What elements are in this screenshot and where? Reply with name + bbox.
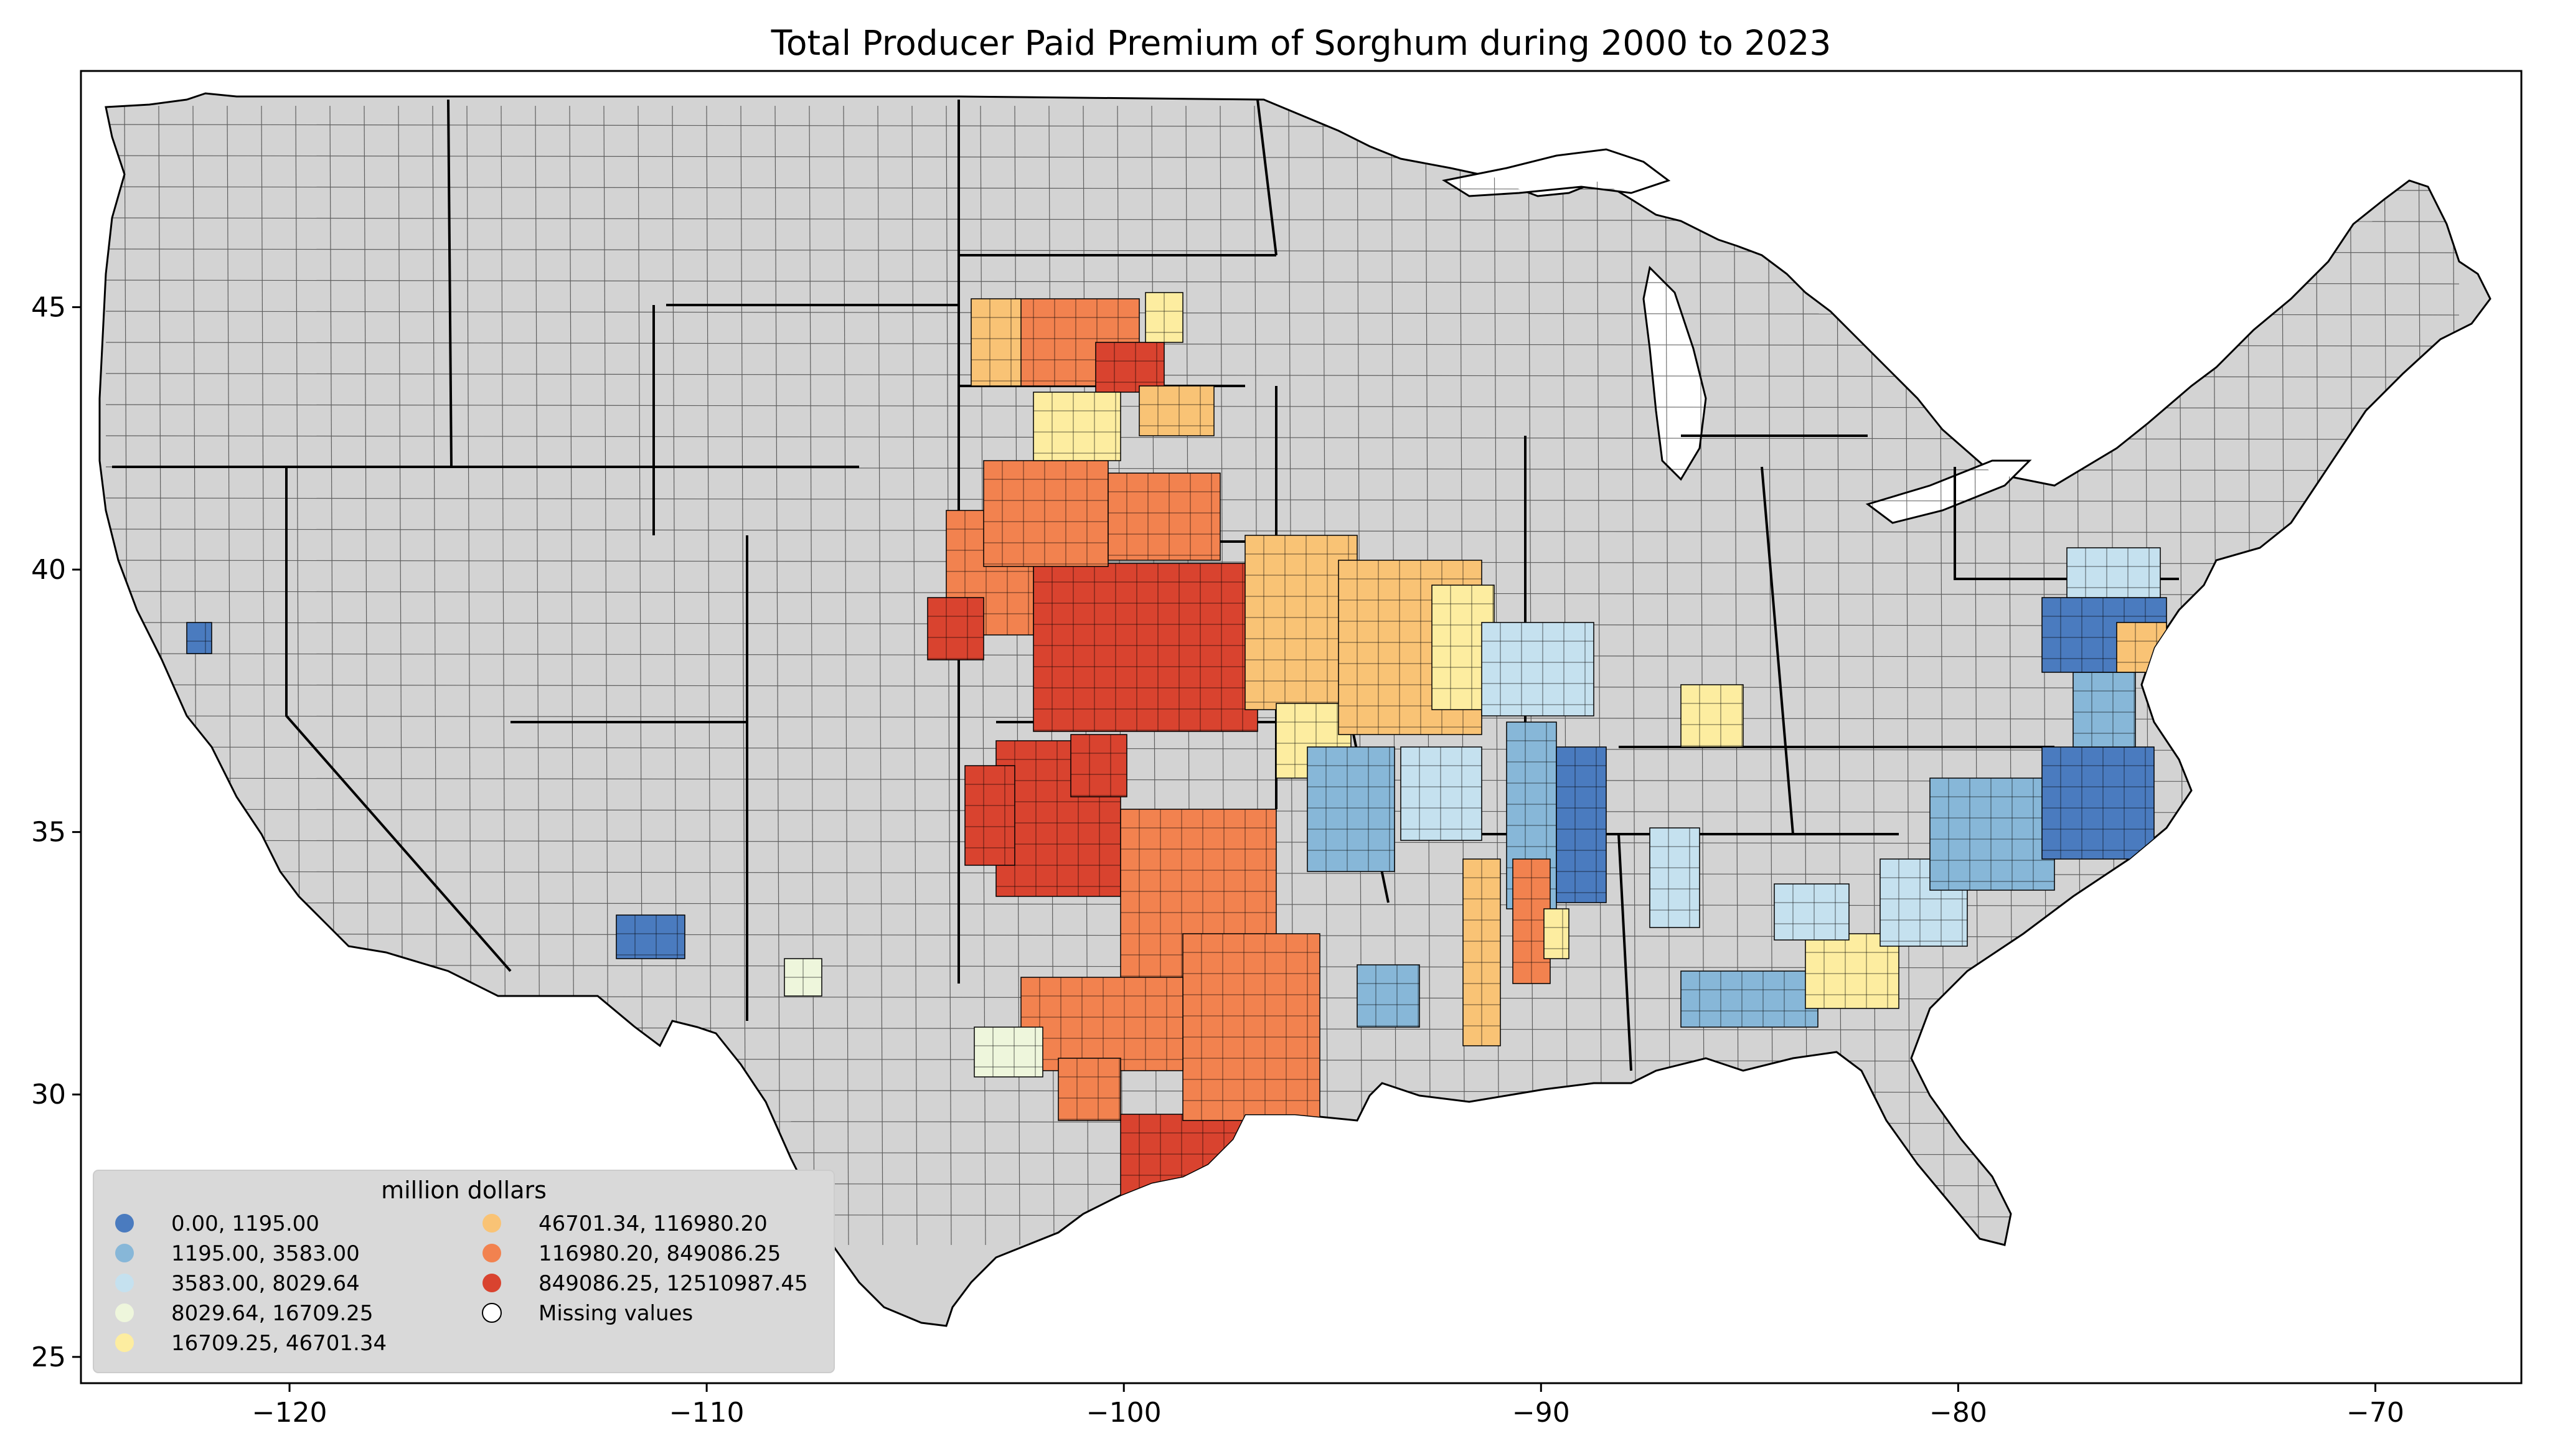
county-cluster — [1020, 977, 1183, 1071]
county-cluster — [1680, 684, 1744, 748]
county-cluster — [2072, 672, 2136, 748]
legend-title: million dollars — [381, 1177, 547, 1204]
county-cluster — [1058, 1058, 1121, 1121]
county-cluster — [2041, 746, 2155, 860]
x-tick-label: −80 — [1929, 1397, 1987, 1429]
county-cluster — [1307, 746, 1395, 872]
y-tick-label: 25 — [31, 1341, 66, 1373]
x-tick-label: −110 — [669, 1397, 745, 1429]
county-cluster — [1070, 734, 1127, 797]
legend-marker — [482, 1244, 501, 1262]
county-cluster — [971, 298, 1022, 387]
county-cluster — [2066, 547, 2161, 598]
county-cluster — [1649, 827, 1700, 928]
county-cluster — [1400, 746, 1482, 841]
county-fill-layer — [186, 292, 2167, 1314]
plot-frame — [80, 70, 2523, 1384]
county-cluster — [974, 1026, 1043, 1078]
county-cluster — [1139, 385, 1215, 436]
county-cluster — [1357, 964, 1420, 1028]
legend-marker — [482, 1303, 502, 1323]
county-cluster — [964, 765, 1015, 866]
y-tick-label: 35 — [31, 817, 66, 848]
x-tick-label: −90 — [1512, 1397, 1570, 1429]
legend-marker — [115, 1333, 134, 1352]
legend-label: 3583.00, 8029.64 — [171, 1271, 360, 1296]
county-cluster — [1680, 970, 1818, 1028]
county-cluster — [1774, 883, 1850, 941]
legend-label: 0.00, 1195.00 — [171, 1211, 319, 1236]
y-tick-label: 30 — [31, 1079, 66, 1111]
x-tick-label: −100 — [1086, 1397, 1162, 1429]
county-cluster — [927, 597, 984, 660]
legend-label: 1195.00, 3583.00 — [171, 1241, 360, 1266]
county-cluster — [1481, 622, 1594, 716]
county-cluster — [1182, 933, 1320, 1121]
legend-label: 849086.25, 12510987.45 — [539, 1271, 808, 1296]
county-cluster — [616, 914, 685, 959]
county-cluster — [1095, 342, 1165, 393]
county-cluster — [1033, 563, 1258, 732]
y-tick-label: 40 — [31, 554, 66, 586]
legend-label: 116980.20, 849086.25 — [539, 1241, 781, 1266]
x-tick-label: −120 — [252, 1397, 327, 1429]
county-cluster — [983, 460, 1109, 567]
legend-label: 46701.34, 116980.20 — [539, 1211, 768, 1236]
county-cluster — [186, 622, 212, 654]
legend-marker — [115, 1303, 134, 1322]
county-cluster — [1033, 392, 1121, 461]
legend-marker — [482, 1214, 501, 1233]
county-cluster — [1108, 472, 1221, 561]
legend-label: Missing values — [539, 1301, 693, 1326]
y-tick-label: 45 — [31, 291, 66, 323]
lake-superior — [1442, 148, 1671, 197]
legend-marker — [115, 1274, 134, 1292]
legend-label: 16709.25, 46701.34 — [171, 1331, 387, 1356]
legend-marker — [115, 1244, 134, 1262]
county-cluster — [1543, 908, 1569, 959]
legend-marker — [482, 1274, 501, 1292]
lake-michigan — [1642, 265, 1707, 481]
legend-box — [93, 1170, 835, 1373]
county-cluster — [1556, 746, 1607, 903]
legend-marker — [115, 1214, 134, 1233]
x-tick-label: −70 — [2346, 1397, 2404, 1429]
chart-title: Total Producer Paid Premium of Sorghum d… — [771, 23, 1832, 63]
legend-label: 8029.64, 16709.25 — [171, 1301, 373, 1326]
lake-erie — [1865, 459, 2032, 524]
